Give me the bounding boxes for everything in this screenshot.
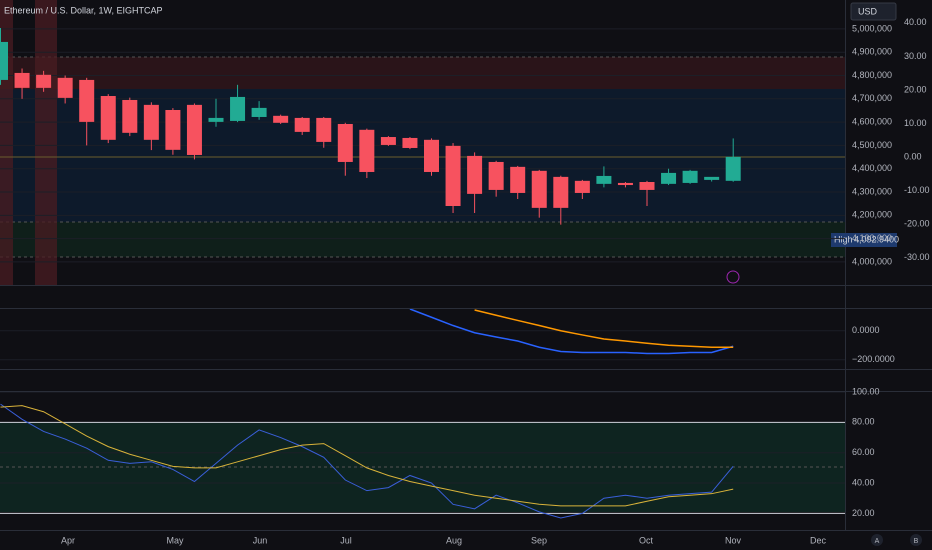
x-tick-label: Jun [253,535,268,545]
y-tick-label: 80.00 [852,417,875,427]
candle-body [725,156,741,181]
button-bg[interactable] [910,534,922,546]
button-label[interactable]: A [875,538,880,545]
candle-body [380,137,396,145]
candle-body [208,117,224,122]
candle-body [186,104,202,155]
x-tick-label: Nov [725,535,742,545]
candle-body [596,175,612,184]
supply-zone [0,57,845,89]
series-line [0,405,734,507]
candle-body [230,96,246,121]
candle-body [617,182,633,186]
candle-body [0,41,8,80]
candle-body [57,77,73,98]
candle-body [402,137,418,148]
y-tick-label: 4,400,000 [852,163,892,173]
candle-body [122,99,138,133]
candle-body [639,181,655,190]
candle-body [294,117,310,132]
y2-tick-label: -20.00 [904,219,930,229]
annotation-value: 4,092.9400 [854,234,899,244]
y2-tick-label: 40.00 [904,17,927,27]
candle-body [251,107,267,117]
candle-body [337,123,353,162]
y2-tick-label: 0.00 [904,151,922,161]
event-icon[interactable] [726,270,740,284]
series-line [0,403,734,519]
y-tick-label: 40.00 [852,477,875,487]
y-tick-label: 4,000,000 [852,256,892,266]
y-tick-label: 5,000,000 [852,23,892,33]
y-tick-label: 20.00 [852,508,875,518]
y-tick-label: 4,100,000 [852,233,892,243]
x-tick-label: Apr [61,535,75,545]
y-tick-label: 0.0000 [852,325,880,335]
y-tick-label: 4,800,000 [852,70,892,80]
y2-tick-label: 20.00 [904,84,927,94]
candle-body [682,170,698,183]
y-tick-label: −200.0000 [852,354,895,364]
demand-zone [0,222,845,257]
highlight-column [35,0,57,285]
candle-body [661,172,677,184]
x-tick-label: Oct [639,535,654,545]
candle-body [273,115,289,123]
annotation-box [831,233,897,247]
pane [0,27,845,263]
y-tick-label: 4,200,000 [852,210,892,220]
currency-button[interactable] [850,2,897,21]
candle-body [553,176,569,208]
x-tick-label: Aug [446,535,462,545]
pane [0,309,845,361]
button-bg[interactable] [871,534,883,546]
y-tick-label: 60.00 [852,447,875,457]
y2-tick-label: -10.00 [904,185,930,195]
series-line [474,309,734,349]
candle-body [445,145,461,207]
y-tick-label: 4,500,000 [852,140,892,150]
y2-tick-label: -30.00 [904,252,930,262]
candle-body [531,170,547,208]
candle-body [574,180,590,193]
candle-body [359,129,375,172]
candle-body [79,79,95,122]
x-tick-label: May [166,535,184,545]
y-tick-label: 4,900,000 [852,47,892,57]
x-tick-label: Dec [810,535,827,545]
candle-body [316,117,332,142]
x-tick-label: Sep [531,535,547,545]
candle-body [467,155,483,194]
candle-body [100,96,116,140]
pane [0,392,845,519]
y2-tick-label: 10.00 [904,118,927,128]
range-zone [0,89,845,222]
currency-label[interactable]: USD [858,6,878,16]
y-tick-label: 100.00 [852,386,880,396]
candle-body [165,109,181,150]
y-tick-label: 4,700,000 [852,93,892,103]
candle-body [488,161,504,190]
candle-body [143,104,159,140]
candle-body [704,176,720,180]
button-label[interactable]: B [914,538,919,545]
y2-tick-label: 30.00 [904,51,927,61]
x-tick-label: Jul [340,535,352,545]
candle-body [510,166,526,193]
series-line [409,309,734,355]
y-tick-label: 4,600,000 [852,116,892,126]
candle-body [14,72,30,88]
candle-body [424,139,439,172]
annotation-label: High [834,234,853,244]
candle-body [36,74,52,88]
chart-title: Ethereum / U.S. Dollar, 1W, EIGHTCAP [4,5,163,15]
y-tick-label: 4,300,000 [852,186,892,196]
